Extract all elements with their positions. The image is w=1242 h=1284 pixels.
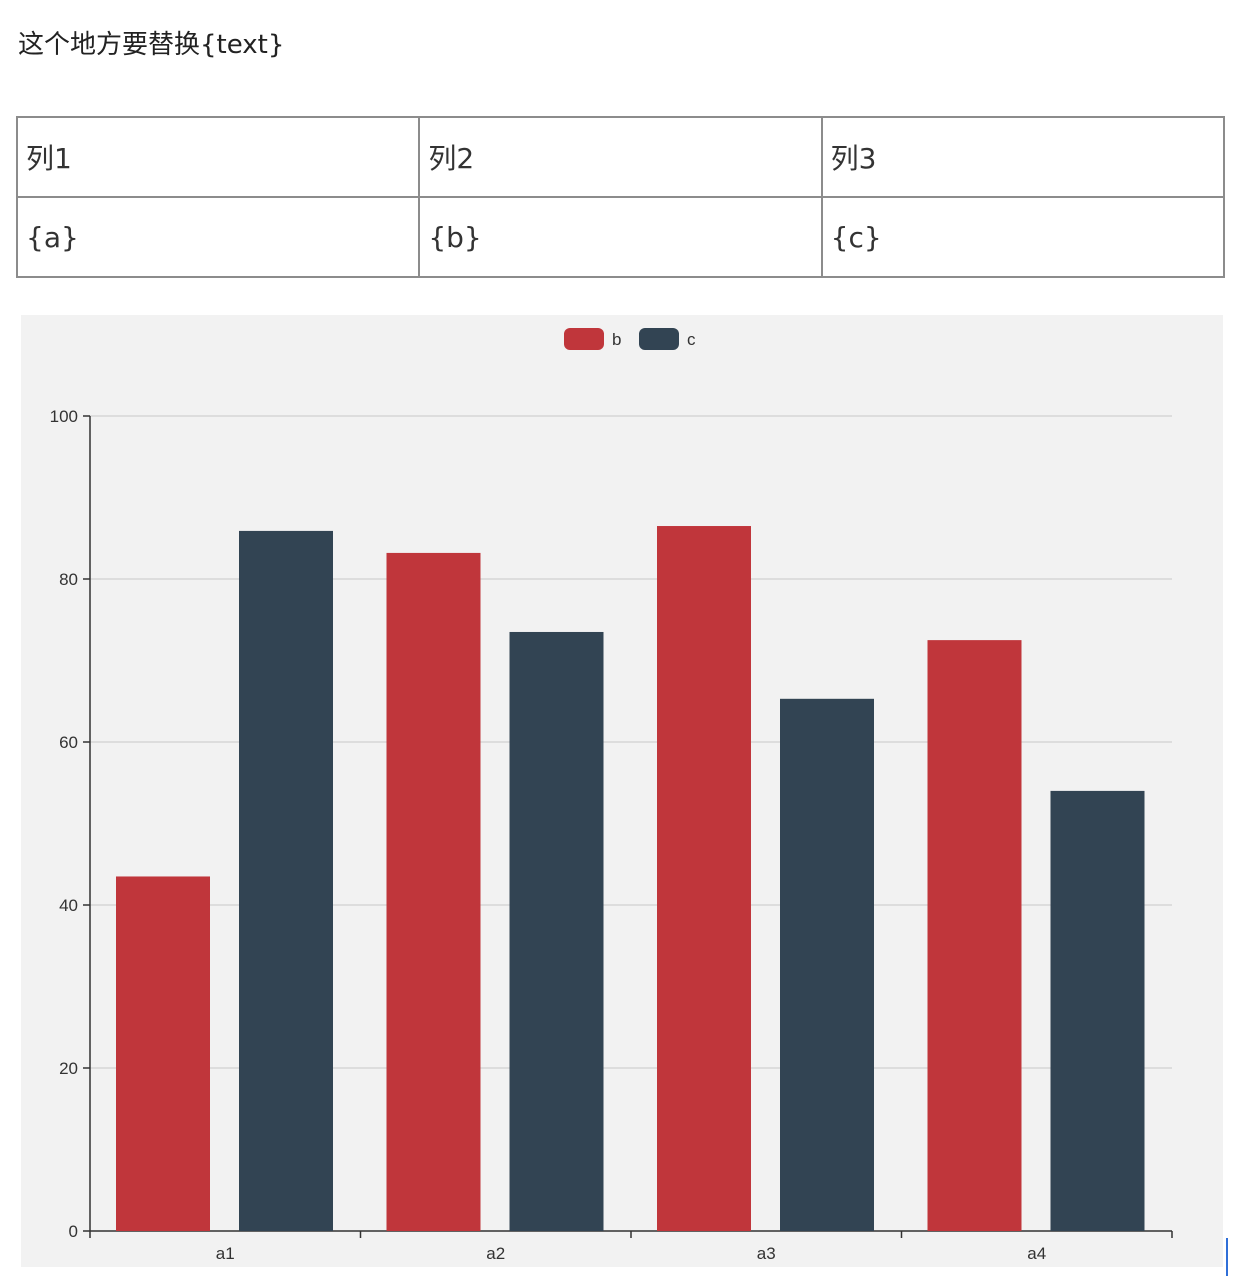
- table-row: {a} {b} {c}: [15, 196, 1226, 278]
- bar-c-a3: [780, 698, 874, 1231]
- y-tick-label: 20: [59, 1059, 78, 1078]
- y-tick-label: 100: [50, 407, 78, 426]
- table-cell[interactable]: 列2: [418, 116, 823, 198]
- table-cell[interactable]: {c}: [820, 196, 1226, 278]
- x-tick-label: a3: [757, 1244, 776, 1263]
- y-tick-label: 60: [59, 733, 78, 752]
- table-cell[interactable]: 列1: [15, 116, 421, 198]
- y-tick-label: 0: [69, 1222, 78, 1241]
- legend-swatch-c: [639, 328, 679, 350]
- legend-label-b: b: [612, 330, 621, 349]
- bar-chart-svg: 0 20 40 60 80 100 a1 a2 a3 a4 b c: [50, 328, 1173, 1263]
- bar-chart: 0 20 40 60 80 100 a1 a2 a3 a4 b c: [21, 315, 1223, 1267]
- y-tick-label: 40: [59, 896, 78, 915]
- data-table: 列1 列2 列3 {a} {b} {c}: [15, 116, 1226, 278]
- table-cell[interactable]: 列3: [820, 116, 1226, 198]
- intro-text: 这个地方要替换{text}: [18, 30, 285, 60]
- x-tick-label: a1: [216, 1244, 235, 1263]
- legend-swatch-b: [564, 328, 604, 350]
- text-cursor: [1226, 1238, 1228, 1276]
- x-tick-label: a4: [1027, 1244, 1046, 1263]
- bar-b-a1: [116, 876, 210, 1231]
- bar-b-a4: [927, 640, 1022, 1231]
- table-header-row: 列1 列2 列3: [15, 116, 1226, 198]
- table-cell[interactable]: {b}: [418, 196, 823, 278]
- bar-c-a1: [239, 530, 333, 1231]
- table-cell[interactable]: {a}: [15, 196, 421, 278]
- bar-c-a2: [509, 631, 604, 1231]
- bar-b-a3: [657, 526, 751, 1231]
- bar-b-a2: [386, 552, 481, 1231]
- y-tick-label: 80: [59, 570, 78, 589]
- legend-label-c: c: [687, 330, 696, 349]
- x-tick-label: a2: [486, 1244, 505, 1263]
- bar-c-a4: [1050, 790, 1145, 1231]
